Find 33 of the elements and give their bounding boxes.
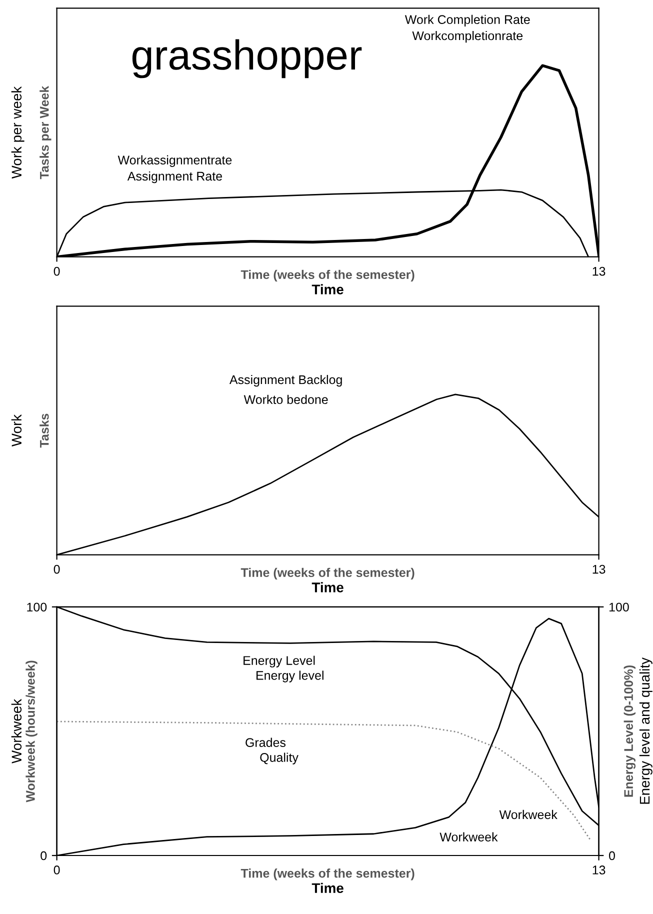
x-axis-title: Time (weeks of the semester) bbox=[240, 270, 414, 282]
y2-tick-label: 100 bbox=[609, 602, 629, 612]
text: Workcompletionrate bbox=[412, 30, 523, 43]
y2-axis-title: Energy Level (0-100%) bbox=[624, 665, 636, 797]
y-axis-title: Tasks per Week bbox=[40, 86, 52, 180]
x-axis-title: Time (weeks of the semester) bbox=[240, 568, 414, 580]
annotation: Workweek bbox=[440, 832, 498, 842]
annotation: Energy Level bbox=[244, 656, 315, 668]
annotation: Workassignmentrate bbox=[118, 155, 232, 167]
x-tick-label: 13 bbox=[592, 866, 606, 874]
text: Assignment Backlog bbox=[229, 374, 342, 387]
text: Time bbox=[312, 882, 344, 894]
annotation: Grades bbox=[246, 738, 286, 747]
text: Workweek bbox=[11, 698, 22, 764]
x-tick-label: 13 bbox=[592, 266, 606, 276]
text: Energy level and quality bbox=[639, 657, 652, 804]
text: Work bbox=[11, 414, 22, 447]
annotation: Workweek bbox=[499, 810, 558, 820]
x-axis-title: Time (weeks of the semester) bbox=[240, 868, 414, 880]
chart-title: grasshopper bbox=[132, 39, 362, 78]
y-axis-title: Workweek (hours/week) bbox=[26, 660, 38, 802]
text: Time bbox=[312, 582, 344, 592]
y-axis-title: Tasks bbox=[40, 414, 49, 448]
annotation: Energy level bbox=[256, 670, 324, 682]
annotation: Quality bbox=[260, 752, 298, 764]
y2-tick-label: 0 bbox=[609, 851, 615, 860]
text: Work per week bbox=[11, 86, 24, 179]
text: Time bbox=[312, 284, 344, 294]
annotation: Workto bedone bbox=[244, 394, 328, 404]
x-tick-label: 13 bbox=[592, 564, 606, 574]
text: Work Completion Rate bbox=[404, 14, 530, 26]
annotation: Assignment Rate bbox=[127, 171, 222, 184]
line-series bbox=[56, 720, 592, 841]
